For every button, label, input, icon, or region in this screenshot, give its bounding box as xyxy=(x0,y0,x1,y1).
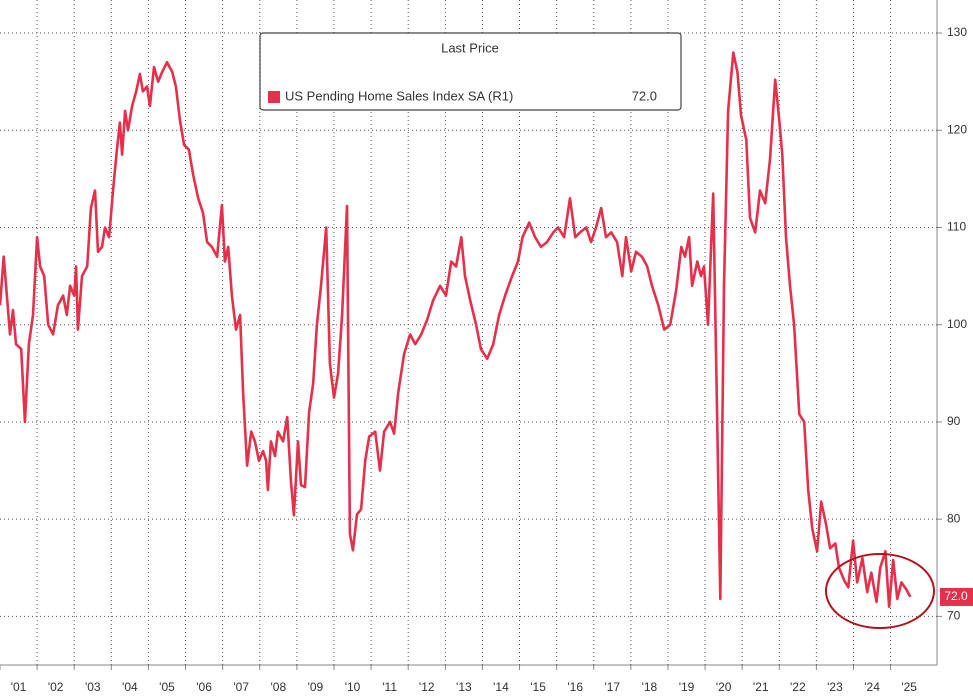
y-tick-label: 130 xyxy=(947,25,967,39)
highlight-circle xyxy=(825,553,935,629)
x-tick-label: '07 xyxy=(233,680,249,694)
x-tick-label: '05 xyxy=(159,680,175,694)
y-tick-label: 70 xyxy=(947,609,961,623)
x-tick-label: '03 xyxy=(85,680,101,694)
y-tick-label: 110 xyxy=(947,220,966,234)
x-tick-label: '22 xyxy=(790,680,806,694)
x-tick-label: '14 xyxy=(493,680,509,694)
x-tick-label: '18 xyxy=(642,680,658,694)
x-tick-label: '08 xyxy=(270,680,286,694)
x-tick-label: '04 xyxy=(122,680,138,694)
x-tick-label: '11 xyxy=(382,680,397,694)
x-tick-label: '12 xyxy=(419,680,435,694)
x-tick-label: '06 xyxy=(196,680,212,694)
last-value-tag xyxy=(940,587,973,606)
x-tick-label: '17 xyxy=(604,680,620,694)
legend-title: Last Price xyxy=(441,40,499,55)
x-tick-label: '13 xyxy=(456,680,472,694)
x-tick-label: '20 xyxy=(716,680,732,694)
x-tick-label: '01 xyxy=(11,680,27,694)
legend-value: 72.0 xyxy=(632,88,657,103)
x-tick-label: '23 xyxy=(827,680,843,694)
x-tick-label: '10 xyxy=(345,680,361,694)
x-tick-label: '19 xyxy=(679,680,695,694)
x-tick-label: '15 xyxy=(530,680,546,694)
x-tick-label: '25 xyxy=(901,680,917,694)
legend-label: US Pending Home Sales Index SA (R1) xyxy=(285,88,513,103)
last-value-label: 72.0 xyxy=(944,589,968,603)
x-tick-label: '16 xyxy=(567,680,583,694)
y-tick-label: 100 xyxy=(947,317,967,331)
legend-swatch xyxy=(268,91,280,103)
y-tick-label: 90 xyxy=(947,414,961,428)
x-tick-label: '02 xyxy=(48,680,64,694)
series-line xyxy=(0,51,912,608)
x-tick-label: '21 xyxy=(753,680,769,694)
legend: Last Price US Pending Home Sales Index S… xyxy=(259,32,682,111)
x-tick-label: '09 xyxy=(308,680,324,694)
y-tick-label: 80 xyxy=(947,511,961,525)
y-tick-label: 120 xyxy=(947,122,967,136)
legend-box xyxy=(259,32,682,111)
x-tick-label: '24 xyxy=(864,680,880,694)
